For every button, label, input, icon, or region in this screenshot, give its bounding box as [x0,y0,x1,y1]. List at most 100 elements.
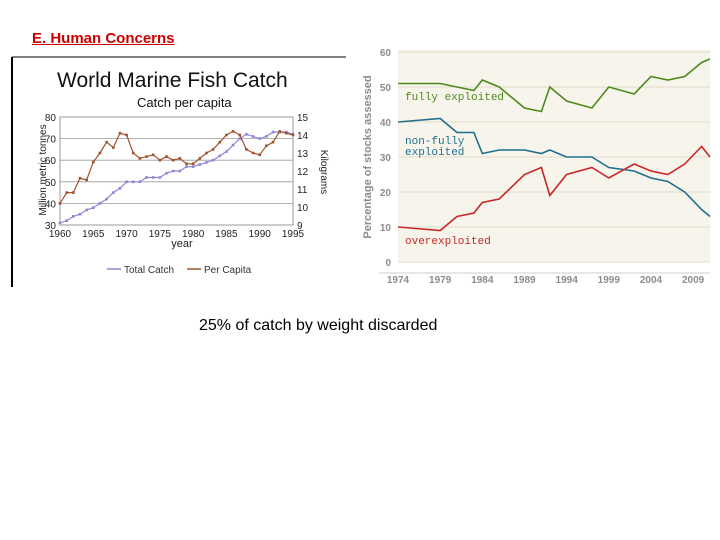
left-data-point [158,158,162,162]
left-x-tick-label: 1990 [249,229,272,240]
left-data-point [158,176,162,179]
left-data-point [118,186,122,190]
left-data-point [218,154,222,158]
left-y-tick-label: 60 [45,156,57,167]
left-y2-tick-label: 9 [297,221,303,232]
left-data-point [271,130,275,134]
left-data-point [211,148,215,151]
legend-total-catch-label: Total Catch [124,265,174,276]
left-data-point [58,202,62,205]
series-label-non-fully-exploited: non-fully exploited [405,136,471,159]
left-data-point [198,157,202,160]
left-data-point [198,163,202,166]
left-data-point [258,153,262,157]
right-series-line-non-fully-exploited [397,117,711,218]
left-data-point [251,151,255,155]
left-data-point [78,212,82,216]
left-data-point [165,155,168,158]
right-y-tick-label: 20 [380,188,392,199]
left-data-point [125,180,128,184]
left-data-point [285,131,288,135]
left-data-point [165,171,168,175]
left-data-point [191,162,195,166]
left-data-point [258,137,262,140]
left-data-point [238,133,242,137]
left-data-point [251,135,255,138]
left-data-point [211,158,215,162]
right-y-axis-label: Kilograms [318,150,329,194]
right-y-tick-label: 0 [385,258,391,269]
right-x-tick-label: 2009 [682,275,705,286]
left-data-point [145,176,148,179]
left-data-point [118,131,122,135]
left-data-point [78,176,82,180]
left-data-point [138,157,142,160]
left-y-axis-label: Million metric tonnes [38,124,49,215]
right-series-line-overexploited [397,145,711,232]
left-y2-tick-label: 11 [297,185,308,196]
left-data-point [178,157,182,160]
left-data-point [265,144,268,148]
left-chart-series [58,130,295,225]
right-y-tick-label: 10 [380,223,392,234]
left-data-point [151,153,155,157]
left-y-tick-label: 50 [45,178,57,189]
right-y-tick-label: 60 [380,48,392,59]
left-y-tick-label: 70 [45,135,57,146]
left-chart-subtitle: Catch per capita [137,95,232,110]
left-data-point [98,151,102,155]
series-label-non-fully-line2: exploited [405,147,464,159]
left-data-point [291,133,295,137]
left-data-point [91,160,95,164]
left-x-axis-label: year [171,238,193,250]
left-data-point [271,140,275,144]
left-data-point [278,130,281,133]
left-data-point [171,158,175,162]
right-x-tick-label: 1999 [598,275,621,286]
left-data-point [138,180,142,184]
left-data-point [111,146,115,149]
left-y2-tick-label: 10 [297,203,309,214]
right-x-tick-label: 1994 [556,275,579,286]
left-data-point [205,151,208,155]
fish-stocks-chart: Percentage of stocks assessed 0 10 20 30 40 5… [355,40,715,290]
left-data-point [125,133,128,137]
left-data-point [171,169,175,173]
right-x-tick-label: 1974 [387,275,410,286]
right-chart-ticks: 0 10 20 30 40 50 60 1974 1979 1984 1989 1994 1999 200… [380,48,705,286]
left-x-tick-label: 1995 [282,229,305,240]
left-y-tick-label: 30 [45,221,57,232]
left-data-point [98,202,102,205]
left-data-point [225,150,228,153]
left-data-point [151,176,155,179]
slide-heading: E. Human Concerns [32,30,175,47]
left-y2-tick-label: 14 [297,131,309,142]
left-data-point [105,140,108,144]
left-chart-legend: Total Catch Per Capita [107,265,252,276]
left-data-point [91,206,95,210]
left-data-point [72,215,75,218]
left-data-point [145,155,148,158]
left-data-point [238,137,242,140]
left-y-tick-label: 40 [45,199,57,210]
left-data-point [178,169,182,173]
left-data-point [265,135,268,138]
left-data-point [85,178,88,182]
left-data-point [245,148,248,151]
right-chart-grid [379,51,710,274]
right-x-tick-label: 1984 [471,275,494,286]
left-data-point [231,130,235,133]
left-data-point [105,197,108,201]
left-data-point [185,162,188,166]
legend-per-capita-label: Per Capita [204,265,252,276]
left-data-point [131,180,135,184]
left-chart-ticks: 30 40 50 60 70 80 9 10 11 12 13 14 15 1960 1965 1970 197… [45,113,309,240]
right-x-tick-label: 2004 [640,275,663,286]
left-x-tick-label: 1970 [115,229,138,240]
left-data-point [185,165,188,168]
left-y-tick-label: 80 [45,113,57,124]
series-label-fully-exploited: fully exploited [405,92,504,104]
slide-caption: 25% of catch by weight discarded [199,317,438,334]
left-x-tick-label: 1960 [49,229,72,240]
right-y-tick-label: 50 [380,83,392,94]
